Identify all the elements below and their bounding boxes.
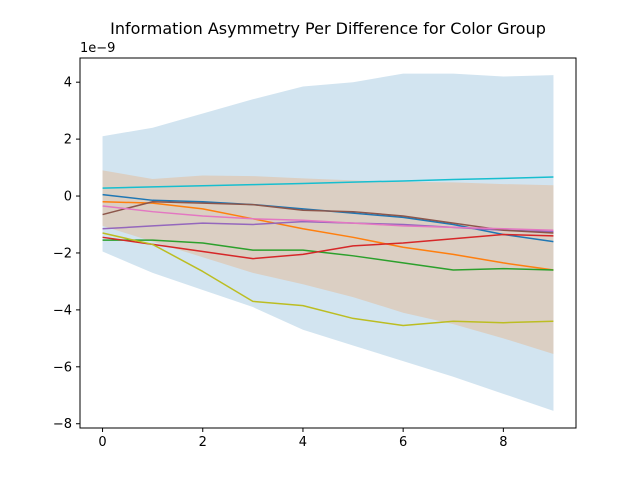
series-line-2 (102, 200, 554, 271)
series-line-7 (102, 205, 554, 231)
y-tick-label: −8 (53, 417, 72, 432)
confidence-band-1 (102, 73, 554, 411)
series-line-6 (102, 200, 554, 234)
axes-frame (79, 57, 577, 429)
series-line-9 (102, 176, 554, 189)
data-layer (102, 73, 554, 411)
y-tick-label: 2 (64, 133, 72, 148)
chart-title: Information Asymmetry Per Difference for… (110, 19, 546, 38)
x-tick-label: 4 (299, 435, 307, 450)
y-multiplier-label: 1e−9 (80, 41, 115, 56)
x-tick-label: 8 (499, 435, 507, 450)
y-tick-label: 0 (64, 190, 72, 205)
y-tick-label: −4 (53, 303, 72, 318)
x-tick-label: 6 (399, 435, 407, 450)
x-axis: 0 2 4 6 8 (98, 428, 507, 450)
y-axis: −8 −6 −4 −2 0 2 4 (53, 76, 80, 432)
y-tick-label: −2 (53, 246, 72, 261)
y-tick-label: −6 (53, 360, 72, 375)
x-tick-label: 2 (199, 435, 207, 450)
series-line-8 (102, 232, 554, 327)
series-line-3 (102, 239, 554, 271)
y-tick-label: 4 (64, 76, 72, 91)
x-tick-label: 0 (98, 435, 106, 450)
series-line-4 (102, 233, 554, 260)
